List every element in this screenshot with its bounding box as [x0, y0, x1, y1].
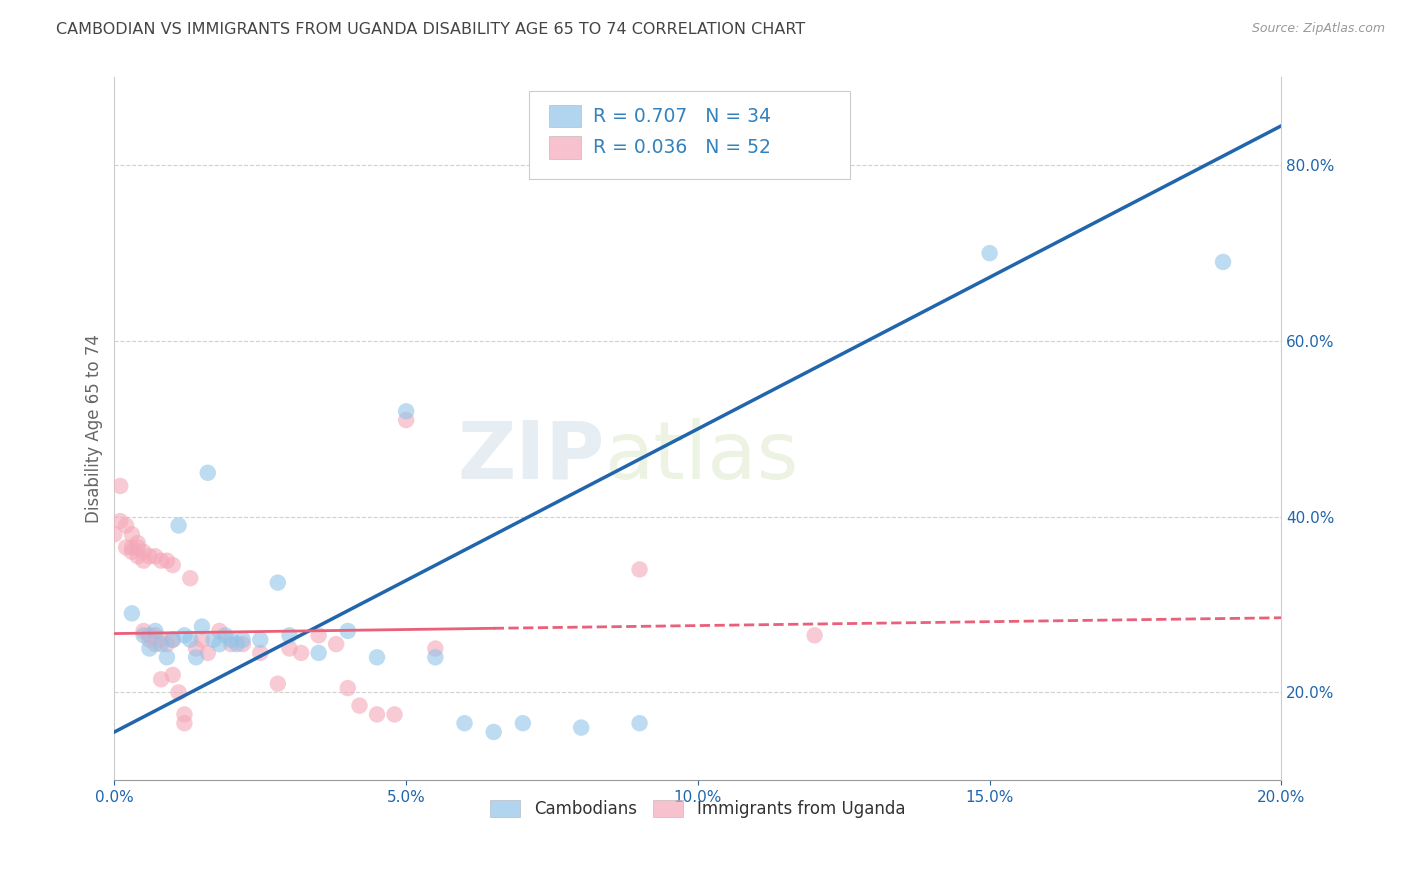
Point	[214, 628, 236, 642]
Point	[143, 549, 166, 564]
Point	[110, 514, 132, 528]
Point	[150, 632, 173, 647]
FancyBboxPatch shape	[529, 92, 849, 179]
Point	[173, 628, 195, 642]
Point	[628, 716, 651, 731]
Point	[336, 681, 359, 695]
Point	[425, 650, 447, 665]
Text: R = 0.707   N = 34: R = 0.707 N = 34	[593, 107, 770, 126]
Point	[115, 541, 138, 555]
Point	[267, 575, 290, 590]
Point	[121, 541, 143, 555]
Point	[197, 466, 219, 480]
Point	[150, 673, 173, 687]
Point	[138, 549, 160, 564]
Point	[167, 518, 190, 533]
Point	[384, 707, 406, 722]
Point	[249, 646, 271, 660]
Point	[249, 632, 271, 647]
Text: Source: ZipAtlas.com: Source: ZipAtlas.com	[1251, 22, 1385, 36]
Point	[278, 628, 301, 642]
Point	[179, 571, 201, 585]
Point	[110, 479, 132, 493]
Point	[121, 607, 143, 621]
Point	[173, 707, 195, 722]
Point	[366, 707, 388, 722]
Point	[150, 637, 173, 651]
Point	[162, 632, 184, 647]
Point	[138, 641, 160, 656]
Point	[184, 650, 207, 665]
Text: atlas: atlas	[605, 418, 799, 496]
Point	[132, 624, 155, 638]
Point	[127, 536, 149, 550]
Point	[366, 650, 388, 665]
Point	[349, 698, 371, 713]
Point	[143, 637, 166, 651]
Point	[179, 632, 201, 647]
Bar	[548, 105, 581, 128]
Legend: Cambodians, Immigrants from Uganda: Cambodians, Immigrants from Uganda	[484, 793, 912, 825]
Point	[569, 721, 592, 735]
Point	[232, 637, 254, 651]
Point	[173, 716, 195, 731]
Point	[184, 641, 207, 656]
Text: ZIP: ZIP	[457, 418, 605, 496]
Text: CAMBODIAN VS IMMIGRANTS FROM UGANDA DISABILITY AGE 65 TO 74 CORRELATION CHART: CAMBODIAN VS IMMIGRANTS FROM UGANDA DISA…	[56, 22, 806, 37]
Point	[1212, 255, 1234, 269]
Point	[156, 650, 179, 665]
Point	[143, 628, 166, 642]
Point	[628, 562, 651, 576]
Point	[150, 554, 173, 568]
Point	[156, 554, 179, 568]
Point	[138, 628, 160, 642]
Point	[208, 637, 231, 651]
Point	[132, 628, 155, 642]
Point	[395, 413, 418, 427]
Point	[121, 527, 143, 541]
Point	[167, 685, 190, 699]
Point	[138, 632, 160, 647]
Point	[132, 545, 155, 559]
Point	[979, 246, 1001, 260]
Point	[103, 527, 125, 541]
Point	[803, 628, 825, 642]
Point	[219, 637, 242, 651]
Point	[395, 404, 418, 418]
Point	[290, 646, 312, 660]
Point	[336, 624, 359, 638]
Point	[197, 646, 219, 660]
Point	[482, 725, 505, 739]
Bar	[548, 136, 581, 159]
Point	[232, 632, 254, 647]
Point	[115, 518, 138, 533]
Point	[512, 716, 534, 731]
Point	[121, 545, 143, 559]
Point	[143, 624, 166, 638]
Point	[226, 637, 249, 651]
Point	[453, 716, 475, 731]
Point	[127, 549, 149, 564]
Point	[202, 632, 225, 647]
Point	[425, 641, 447, 656]
Point	[208, 624, 231, 638]
Point	[162, 632, 184, 647]
Point	[219, 632, 242, 647]
Point	[127, 541, 149, 555]
Point	[267, 676, 290, 690]
Y-axis label: Disability Age 65 to 74: Disability Age 65 to 74	[86, 334, 103, 524]
Point	[191, 632, 214, 647]
Point	[308, 628, 330, 642]
Point	[325, 637, 347, 651]
Point	[132, 554, 155, 568]
Point	[162, 558, 184, 572]
Point	[191, 619, 214, 633]
Point	[156, 637, 179, 651]
Text: R = 0.036   N = 52: R = 0.036 N = 52	[593, 138, 770, 157]
Point	[162, 668, 184, 682]
Point	[278, 641, 301, 656]
Point	[308, 646, 330, 660]
